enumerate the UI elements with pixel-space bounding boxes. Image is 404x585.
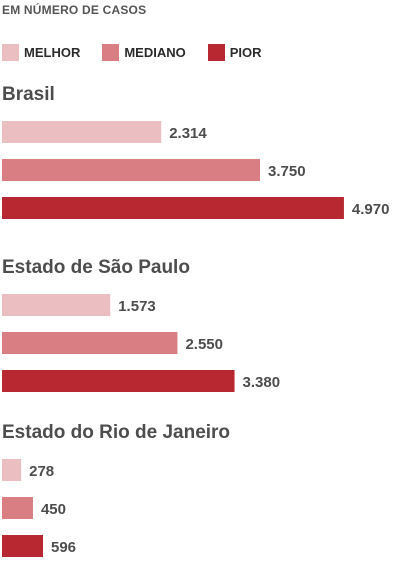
group-title-1: Estado de São Paulo <box>2 257 190 278</box>
value-label-2-1: 450 <box>41 501 66 518</box>
bar-1-2 <box>2 370 235 392</box>
bar-0-1 <box>2 159 260 181</box>
value-label-0-1: 3.750 <box>268 163 306 180</box>
legend-swatch-mediano <box>102 44 120 61</box>
legend-item-mediano: MEDIANO <box>102 44 186 61</box>
legend: MELHOR MEDIANO PIOR <box>2 44 284 61</box>
legend-swatch-melhor <box>2 44 19 61</box>
group-title-0: Brasil <box>2 84 55 105</box>
group-title-2: Estado do Rio de Janeiro <box>2 422 230 443</box>
bar-1-0 <box>2 294 111 316</box>
legend-item-pior: PIOR <box>207 44 262 61</box>
chart-subtitle: EM NÚMERO DE CASOS <box>2 3 147 17</box>
legend-swatch-pior <box>207 44 225 61</box>
value-label-1-2: 3.380 <box>243 374 281 391</box>
bar-2-1 <box>2 497 33 519</box>
value-label-1-1: 2.550 <box>185 336 223 353</box>
bar-2-0 <box>2 459 22 481</box>
legend-label-mediano: MEDIANO <box>124 45 186 60</box>
value-label-2-2: 596 <box>51 539 76 556</box>
bar-0-0 <box>2 121 162 143</box>
value-label-0-0: 2.314 <box>169 125 207 142</box>
value-label-2-0: 278 <box>29 463 54 480</box>
legend-label-melhor: MELHOR <box>24 45 81 60</box>
bar-2-2 <box>2 535 44 557</box>
bar-0-2 <box>2 197 344 219</box>
bar-1-1 <box>2 332 178 354</box>
value-label-1-0: 1.573 <box>118 298 156 315</box>
legend-label-pior: PIOR <box>229 45 262 60</box>
legend-item-melhor: MELHOR <box>2 44 80 61</box>
value-label-0-2: 4.970 <box>352 201 390 218</box>
